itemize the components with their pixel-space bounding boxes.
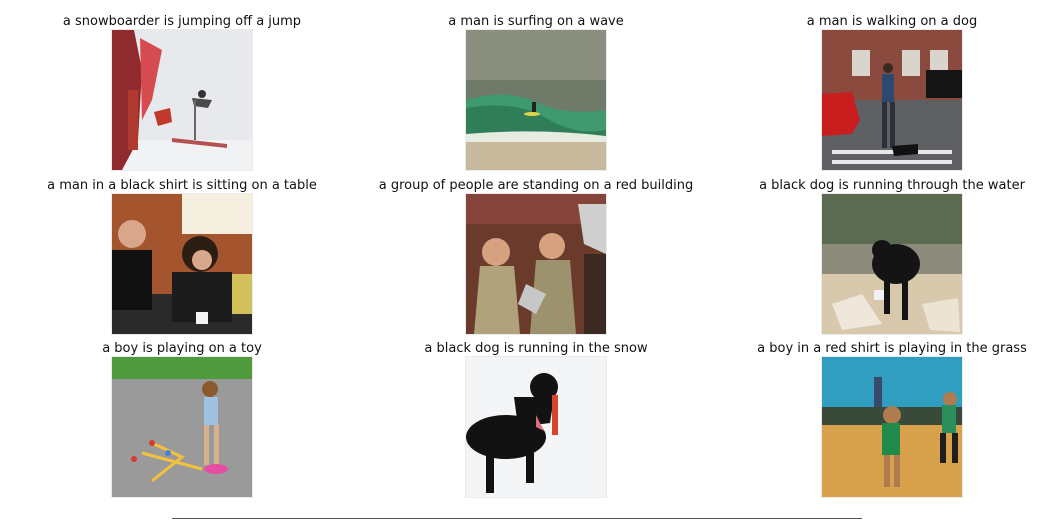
grid-cell: a group of people are standing on a red …	[360, 178, 712, 340]
image-caption: a group of people are standing on a red …	[378, 178, 694, 193]
man-walking-dog-image	[822, 30, 962, 170]
grid-cell: a black dog is running through the water	[716, 178, 1057, 340]
boy-with-toy-image	[112, 357, 252, 497]
image-caption: a snowboarder is jumping off a jump	[62, 14, 302, 29]
grid-cell: a boy in a red shirt is playing in the g…	[716, 341, 1057, 503]
grid-cell: a black dog is running in the snow	[360, 341, 712, 503]
group-of-people-image	[466, 194, 606, 334]
surfer-image	[466, 30, 606, 170]
black-dog-water-image	[822, 194, 962, 334]
image-caption: a man is walking on a dog	[806, 14, 978, 29]
people-at-table-image	[112, 194, 252, 334]
image-caption: a boy in a red shirt is playing in the g…	[757, 341, 1027, 356]
grid-cell: a man in a black shirt is sitting on a t…	[6, 178, 358, 340]
image-caption: a black dog is running through the water	[759, 178, 1025, 193]
image-caption: a boy is playing on a toy	[102, 341, 262, 356]
grid-cell: a boy is playing on a toy	[6, 341, 358, 503]
snowboarder-image	[112, 30, 252, 170]
grid-cell: a man is surfing on a wave	[360, 14, 712, 176]
image-caption: a black dog is running in the snow	[424, 341, 648, 356]
image-caption: a man is surfing on a wave	[448, 14, 624, 29]
grid-cell: a man is walking on a dog	[716, 14, 1057, 176]
black-dog-snow-image	[466, 357, 606, 497]
image-caption: a man in a black shirt is sitting on a t…	[47, 178, 317, 193]
boy-playing-image	[822, 357, 962, 497]
bottom-divider	[172, 518, 862, 519]
grid-cell: a snowboarder is jumping off a jump	[6, 14, 358, 176]
